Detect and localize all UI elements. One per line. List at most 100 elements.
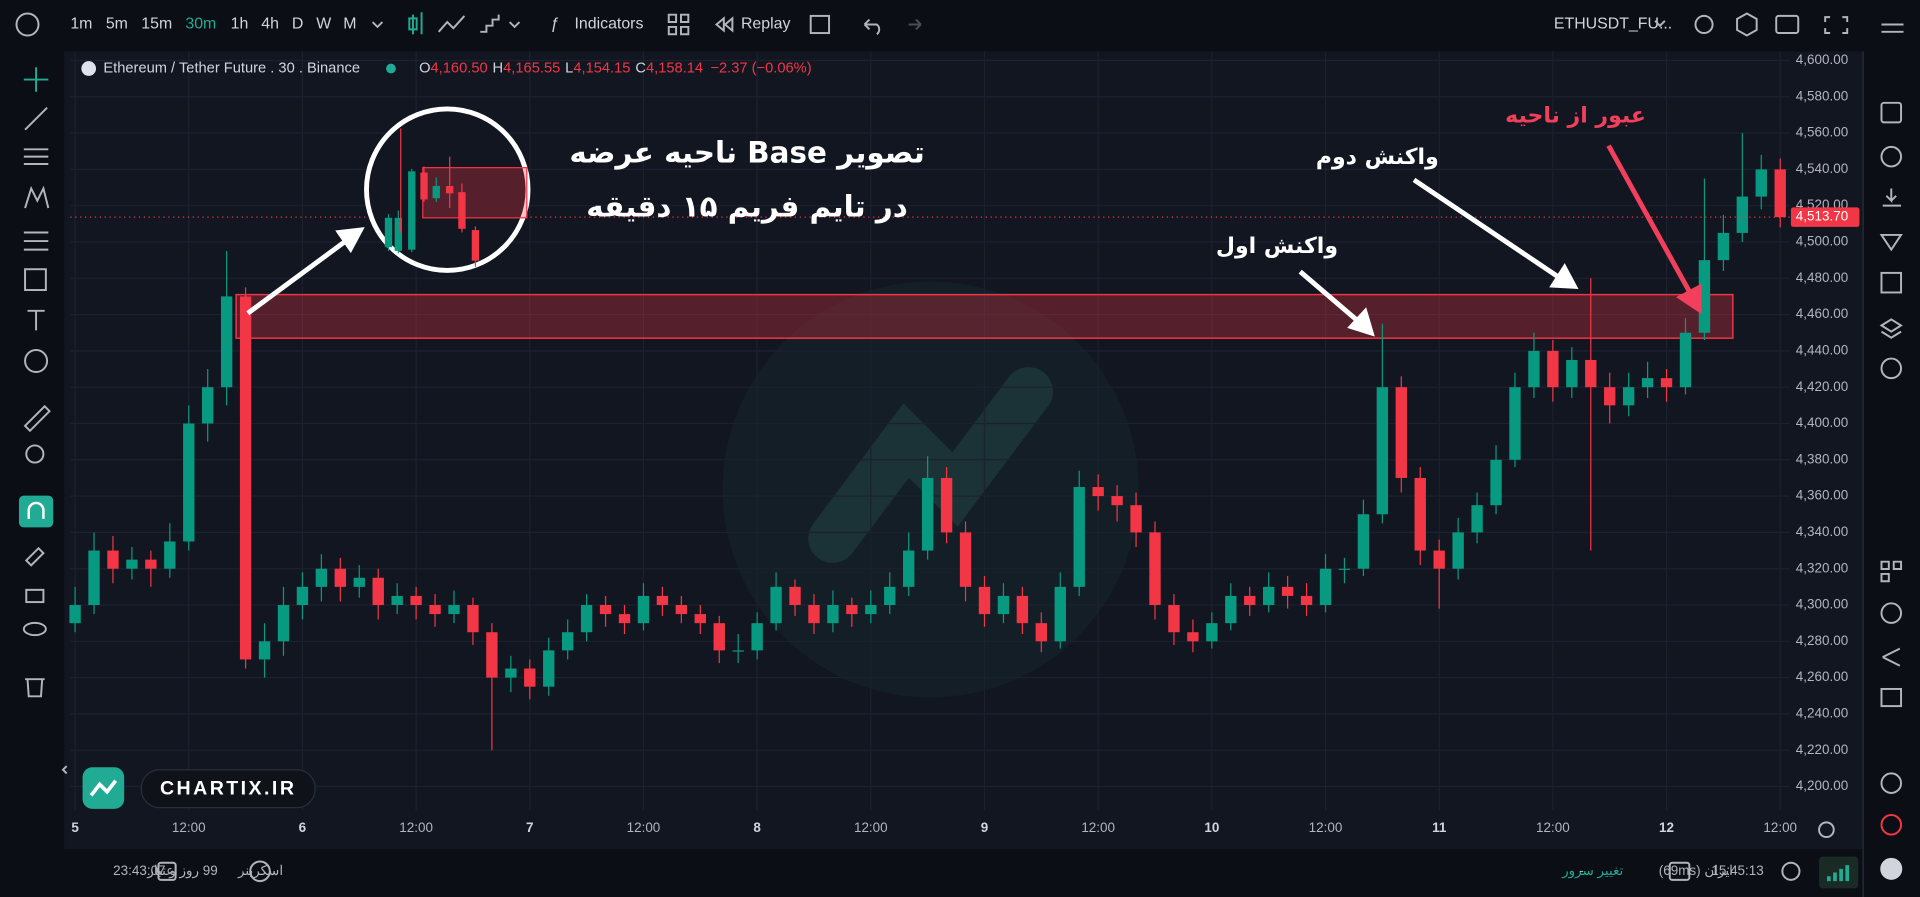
status-background (0, 852, 1864, 897)
undo-button[interactable] (863, 18, 881, 36)
trendline-tool[interactable] (24, 106, 48, 131)
y-tick-label: 4,280.00 (1796, 633, 1848, 648)
candle-body (1225, 595, 1237, 624)
candle-body (827, 605, 839, 624)
axis-settings[interactable] (1818, 821, 1835, 839)
widgets-button[interactable] (1880, 560, 1903, 583)
calendar-button[interactable] (1880, 271, 1903, 294)
text-tool[interactable] (27, 309, 45, 331)
inset-candles (384, 128, 480, 267)
crosshair-tool[interactable] (23, 67, 49, 92)
calendar-icon[interactable] (157, 861, 177, 881)
alert-button[interactable] (1694, 14, 1714, 35)
line-button[interactable] (437, 15, 466, 33)
step-button[interactable] (480, 14, 500, 33)
pattern-tool[interactable] (24, 185, 50, 209)
candle-body (675, 605, 688, 615)
chart-type-dropdown[interactable] (508, 21, 521, 29)
candle-body (1054, 586, 1066, 642)
interval[interactable]: 1h (231, 16, 249, 33)
draw-mode-tool[interactable] (24, 546, 45, 567)
download-button[interactable] (1882, 188, 1902, 207)
menu-button[interactable] (1881, 23, 1904, 33)
ideas-button[interactable] (1879, 233, 1903, 252)
annotation-title: تصویر Base ناحیه عرضه (569, 136, 924, 170)
visibility-tool[interactable] (22, 621, 47, 637)
magnet-tool[interactable] (18, 495, 54, 528)
candle-body (88, 550, 100, 606)
share-button[interactable] (1882, 647, 1901, 667)
interval-dropdown[interactable] (371, 21, 384, 29)
screener[interactable]: اسکرینر (237, 863, 283, 879)
indicators-button[interactable]: Indicators (575, 16, 644, 33)
remove-tool[interactable] (25, 678, 45, 698)
add-symbol-button[interactable] (15, 12, 40, 37)
candle-body (789, 586, 801, 606)
fullscreen-button[interactable] (1824, 16, 1849, 35)
interval[interactable]: 4h (261, 16, 279, 33)
interval[interactable]: D (292, 16, 303, 33)
help-button[interactable] (1880, 772, 1903, 794)
projection-tool[interactable] (23, 231, 49, 251)
arrow (1298, 269, 1361, 324)
power-button[interactable] (1880, 814, 1903, 836)
annotations: تصویر Base ناحیه عرضه در تایم فریم ۱۵ دق… (246, 103, 1702, 337)
y-tick-label: 4,240.00 (1796, 705, 1848, 720)
geometry-tool[interactable] (24, 268, 47, 292)
layers-button[interactable] (1879, 318, 1903, 339)
globe-button[interactable] (1880, 357, 1903, 380)
change-server[interactable]: تغییر سرور (1561, 863, 1623, 879)
layouts-button[interactable] (667, 13, 690, 36)
x-tick-label: 12:00 (1309, 820, 1343, 835)
measure-tool[interactable] (23, 404, 51, 433)
symbol-dropdown[interactable] (1654, 20, 1666, 28)
interval[interactable]: W (316, 16, 331, 33)
screener-icon[interactable] (249, 860, 271, 883)
interval[interactable]: 5m (106, 16, 128, 33)
screenshot-button[interactable] (1775, 14, 1800, 35)
collapse-toolbar[interactable] (61, 765, 68, 775)
credit-label: اعتبار (146, 863, 177, 879)
candle-body (808, 605, 820, 624)
x-tick-label: 7 (526, 820, 533, 835)
candle-body (694, 614, 706, 624)
y-tick-label: 4,260.00 (1796, 669, 1848, 684)
news-button[interactable] (1880, 687, 1903, 708)
candle-body (1244, 595, 1256, 606)
replay-button[interactable]: Replay (741, 16, 791, 33)
replay-icon[interactable] (714, 16, 734, 33)
candle-body (1736, 196, 1749, 233)
symbol-name[interactable]: ETHUSDT_FU... (1554, 16, 1672, 33)
last-price-tag (1790, 207, 1860, 227)
last-price-label: 4,513.70 (1796, 209, 1848, 224)
arrow-head (1549, 263, 1579, 290)
interval[interactable]: M (343, 16, 356, 33)
interval[interactable]: 1m (70, 16, 92, 33)
y-tick-label: 4,580.00 (1796, 88, 1848, 103)
candle-body (656, 595, 669, 606)
alerts-button[interactable] (1880, 145, 1903, 168)
fullscreen-pane-button[interactable] (809, 14, 831, 35)
watchlist-button[interactable] (1880, 101, 1903, 124)
fx-icon[interactable]: ƒ (550, 16, 559, 33)
support-button[interactable] (1880, 602, 1903, 624)
refresh-button[interactable] (1781, 861, 1801, 881)
lock-tool[interactable] (25, 588, 45, 604)
candles-button[interactable] (408, 12, 423, 35)
interval[interactable]: 15m (141, 16, 172, 33)
candle-body (1395, 387, 1407, 478)
candle-body (732, 650, 744, 652)
redo-button[interactable] (908, 18, 922, 31)
settings-button[interactable] (1736, 12, 1758, 37)
candle-body (429, 605, 441, 615)
arrow (1606, 144, 1693, 295)
fib-tool[interactable] (23, 148, 49, 165)
y-tick-label: 4,320.00 (1796, 560, 1848, 575)
interval-active[interactable]: 30m (185, 16, 216, 33)
y-tick-label: 4,340.00 (1796, 524, 1848, 539)
zoom-tool[interactable] (25, 444, 45, 464)
candle-body (599, 605, 612, 615)
icon-tool[interactable] (24, 349, 49, 373)
avatar[interactable] (1880, 857, 1903, 880)
